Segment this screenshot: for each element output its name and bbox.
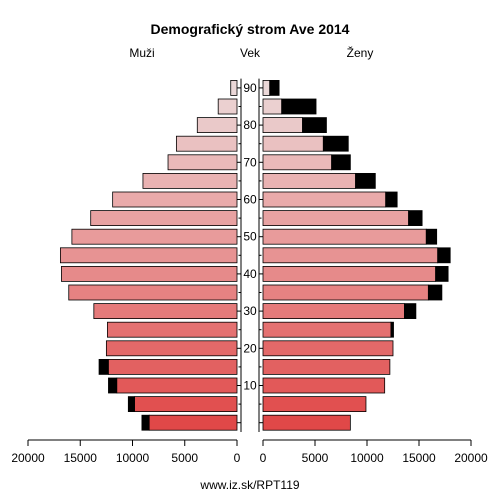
center-axis-label: Vek — [240, 46, 261, 60]
female-excess-bar — [302, 117, 327, 133]
y-tick-label: 40 — [243, 267, 257, 281]
x-tick-label-left: 0 — [234, 451, 241, 465]
female-bar — [262, 228, 427, 245]
female-bar — [262, 303, 405, 320]
y-tick-label: 60 — [243, 193, 257, 207]
male-bar — [112, 191, 238, 208]
male-bar — [107, 321, 238, 338]
female-excess-bar — [322, 135, 349, 152]
x-tick-label-right: 0 — [260, 451, 267, 465]
female-excess-bar — [385, 191, 398, 208]
male-bar — [148, 414, 238, 431]
male-bar — [61, 265, 238, 282]
male-excess-bar — [141, 414, 150, 431]
male-bar — [230, 80, 238, 96]
x-tick-label-right: 10000 — [350, 451, 384, 465]
y-tick-label: 90 — [243, 81, 257, 95]
female-bar — [262, 135, 324, 152]
x-tick-label-right: 20000 — [454, 451, 488, 465]
x-tick-label-right: 5000 — [302, 451, 329, 465]
y-tick-label: 50 — [243, 230, 257, 244]
female-excess-bar — [269, 80, 280, 96]
male-bar — [217, 98, 238, 115]
male-bar — [108, 358, 238, 375]
female-excess-bar — [404, 303, 417, 320]
female-excess-bar — [425, 228, 438, 245]
male-bar — [142, 172, 238, 189]
x-tick-label-left: 5000 — [171, 451, 198, 465]
chart-title: Demografický strom Ave 2014 — [151, 21, 350, 37]
y-tick-label: 80 — [243, 118, 257, 132]
female-bar — [262, 358, 391, 375]
female-excess-bar — [281, 98, 317, 115]
x-tick-label-left: 10000 — [116, 451, 150, 465]
female-bar — [262, 80, 271, 96]
female-excess-bar — [435, 265, 449, 282]
y-tick-label: 20 — [243, 341, 257, 355]
x-tick-label-left: 15000 — [64, 451, 98, 465]
female-excess-bar — [427, 284, 443, 301]
female-bar — [262, 210, 410, 227]
axes-group: 20000 15000 10000 5000 0 0 5000 10000 15000 20000… — [11, 78, 488, 465]
male-bar — [93, 303, 238, 320]
male-bar — [105, 340, 238, 357]
female-excess-bar — [437, 247, 451, 264]
male-bar — [134, 396, 238, 413]
female-excess-bar — [408, 210, 423, 227]
x-tick-label-right: 15000 — [402, 451, 436, 465]
female-excess-bar — [331, 154, 351, 171]
y-tick-label: 70 — [243, 155, 257, 169]
bar-group — [59, 80, 451, 431]
female-bar — [262, 154, 333, 171]
female-bar — [262, 247, 439, 264]
male-excess-bar — [127, 396, 135, 413]
female-bar — [262, 377, 386, 394]
male-bar — [59, 247, 238, 264]
male-bar — [167, 154, 238, 171]
male-bar — [71, 228, 238, 245]
male-bar — [196, 117, 238, 133]
female-bar — [262, 284, 429, 301]
y-tick-label: 30 — [243, 304, 257, 318]
right-series-label: Ženy — [347, 45, 374, 60]
female-excess-bar — [355, 172, 376, 189]
left-series-label: Muži — [129, 46, 154, 60]
male-bar — [116, 377, 238, 394]
female-bar — [262, 172, 356, 189]
female-bar — [262, 98, 283, 115]
male-bar — [90, 210, 238, 227]
male-bar — [175, 135, 238, 152]
y-tick-label: 10 — [243, 379, 257, 393]
female-bar — [262, 340, 394, 357]
male-excess-bar — [98, 358, 109, 375]
female-excess-bar — [390, 321, 394, 338]
female-bar — [262, 265, 437, 282]
footer-source: www.iz.sk/RPT119 — [199, 478, 299, 492]
female-bar — [262, 117, 303, 133]
female-bar — [262, 414, 351, 431]
male-bar — [68, 284, 238, 301]
female-bar — [262, 321, 392, 338]
female-bar — [262, 396, 367, 413]
x-tick-label-left: 20000 — [11, 451, 45, 465]
female-bar — [262, 191, 387, 208]
male-excess-bar — [108, 377, 118, 394]
